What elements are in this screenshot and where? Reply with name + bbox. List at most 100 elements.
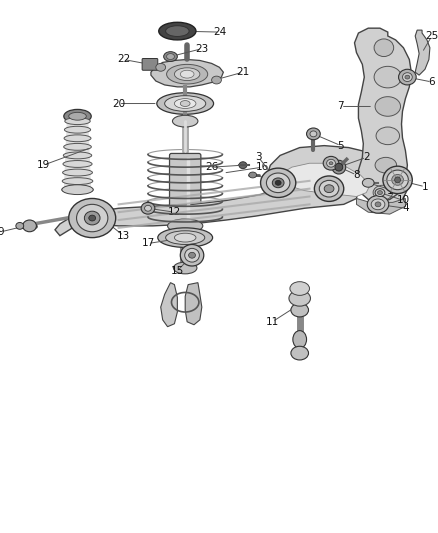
Text: 14: 14 xyxy=(387,185,400,196)
Text: 24: 24 xyxy=(213,27,226,37)
Ellipse shape xyxy=(261,168,296,198)
Ellipse shape xyxy=(85,211,100,225)
Ellipse shape xyxy=(375,189,385,197)
Ellipse shape xyxy=(166,64,208,84)
Ellipse shape xyxy=(374,39,394,56)
Ellipse shape xyxy=(375,202,381,207)
Ellipse shape xyxy=(375,96,400,116)
Polygon shape xyxy=(55,177,358,236)
Polygon shape xyxy=(151,60,223,87)
Ellipse shape xyxy=(168,219,203,233)
Ellipse shape xyxy=(395,177,400,183)
Text: 12: 12 xyxy=(168,207,181,217)
Ellipse shape xyxy=(332,160,346,174)
Ellipse shape xyxy=(145,205,152,211)
Text: 26: 26 xyxy=(205,162,218,172)
Text: 19: 19 xyxy=(37,160,50,170)
Text: 17: 17 xyxy=(141,238,155,248)
Ellipse shape xyxy=(383,166,412,193)
Ellipse shape xyxy=(180,70,194,78)
Ellipse shape xyxy=(63,169,92,176)
Text: 1: 1 xyxy=(422,182,428,192)
Ellipse shape xyxy=(374,66,402,88)
Text: 23: 23 xyxy=(195,44,208,54)
Ellipse shape xyxy=(156,63,166,71)
Ellipse shape xyxy=(376,127,399,144)
Polygon shape xyxy=(354,28,411,203)
Ellipse shape xyxy=(293,330,307,348)
Ellipse shape xyxy=(62,186,93,193)
Ellipse shape xyxy=(399,69,416,85)
Text: 15: 15 xyxy=(171,266,184,276)
Text: 11: 11 xyxy=(266,317,279,327)
Ellipse shape xyxy=(387,170,408,190)
Text: 4: 4 xyxy=(402,203,409,213)
Ellipse shape xyxy=(23,220,36,232)
Text: 27: 27 xyxy=(281,178,295,188)
Text: 6: 6 xyxy=(428,77,435,87)
Ellipse shape xyxy=(166,231,205,245)
Ellipse shape xyxy=(165,96,206,111)
Ellipse shape xyxy=(64,109,91,123)
Text: 13: 13 xyxy=(117,231,130,241)
Ellipse shape xyxy=(164,52,177,61)
Ellipse shape xyxy=(403,72,412,82)
Ellipse shape xyxy=(275,180,281,185)
Ellipse shape xyxy=(373,185,393,200)
Text: 7: 7 xyxy=(338,101,344,111)
Ellipse shape xyxy=(307,128,320,140)
Ellipse shape xyxy=(291,303,308,317)
Text: 21: 21 xyxy=(237,67,250,77)
Ellipse shape xyxy=(141,203,155,214)
Ellipse shape xyxy=(89,215,95,221)
Ellipse shape xyxy=(63,160,92,167)
Ellipse shape xyxy=(69,112,86,120)
Ellipse shape xyxy=(157,93,214,114)
Text: 5: 5 xyxy=(338,141,344,151)
Ellipse shape xyxy=(319,180,339,197)
Ellipse shape xyxy=(174,68,200,80)
Ellipse shape xyxy=(405,75,410,79)
Text: 2: 2 xyxy=(363,152,370,163)
Ellipse shape xyxy=(158,228,212,247)
Polygon shape xyxy=(357,198,406,214)
Polygon shape xyxy=(185,282,202,325)
Ellipse shape xyxy=(62,177,93,184)
Ellipse shape xyxy=(362,179,374,187)
Ellipse shape xyxy=(64,143,92,150)
Ellipse shape xyxy=(291,346,308,360)
Ellipse shape xyxy=(327,159,336,167)
Ellipse shape xyxy=(335,163,343,171)
Ellipse shape xyxy=(62,185,93,195)
Ellipse shape xyxy=(166,26,189,36)
Text: 9: 9 xyxy=(0,227,4,237)
Ellipse shape xyxy=(174,233,196,242)
Text: 10: 10 xyxy=(397,196,410,205)
Polygon shape xyxy=(282,163,370,197)
Ellipse shape xyxy=(371,199,385,209)
Ellipse shape xyxy=(189,252,195,258)
Ellipse shape xyxy=(185,248,199,262)
Ellipse shape xyxy=(174,99,196,108)
Text: 8: 8 xyxy=(353,170,360,180)
Ellipse shape xyxy=(272,178,284,188)
Ellipse shape xyxy=(159,22,196,40)
Ellipse shape xyxy=(180,245,204,266)
Ellipse shape xyxy=(77,204,108,232)
Ellipse shape xyxy=(392,174,403,185)
Polygon shape xyxy=(161,282,177,327)
Ellipse shape xyxy=(266,173,290,192)
Text: 22: 22 xyxy=(117,54,130,64)
Ellipse shape xyxy=(173,115,198,127)
Text: 20: 20 xyxy=(112,99,125,109)
Ellipse shape xyxy=(324,185,334,192)
FancyBboxPatch shape xyxy=(142,59,158,70)
Ellipse shape xyxy=(290,281,310,295)
Ellipse shape xyxy=(249,172,257,178)
Text: 3: 3 xyxy=(255,152,262,163)
Ellipse shape xyxy=(375,157,396,173)
Text: 16: 16 xyxy=(256,162,269,172)
Ellipse shape xyxy=(65,118,90,125)
Ellipse shape xyxy=(310,131,317,137)
Ellipse shape xyxy=(166,54,174,60)
